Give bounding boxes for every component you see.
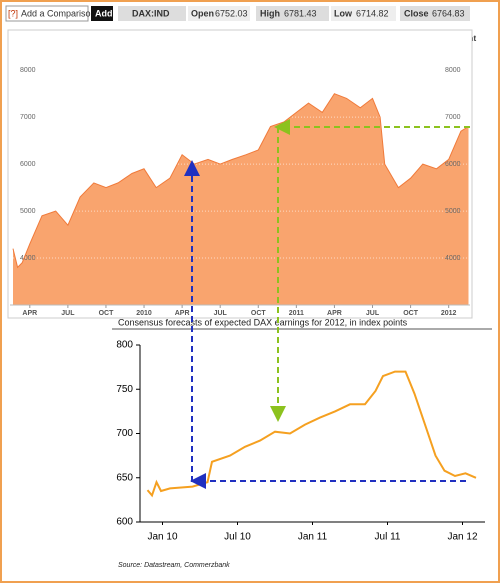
stat-label: Open bbox=[191, 8, 214, 18]
y-tick-label: 800 bbox=[116, 340, 133, 351]
compare-box[interactable] bbox=[5, 5, 89, 22]
x-tick-label: JUL bbox=[366, 310, 380, 317]
y-tick-label: 8000 bbox=[20, 67, 36, 74]
y-tick-label: 750 bbox=[116, 384, 133, 395]
y-tick-label: 600 bbox=[116, 517, 133, 528]
stat-value: 6714.82 bbox=[356, 8, 389, 18]
stat-box bbox=[256, 6, 329, 21]
annotation-arrows bbox=[184, 119, 470, 489]
stat-box bbox=[188, 6, 250, 21]
chart-title: Consensus forecasts of expected DAX earn… bbox=[118, 317, 408, 327]
x-tick-label: Jan 12 bbox=[447, 532, 477, 543]
y-tick-label: 4000 bbox=[445, 255, 461, 262]
x-tick-label: OCT bbox=[99, 310, 115, 317]
compare[interactable]: Add a Comparison bbox=[21, 8, 96, 18]
stat-box bbox=[331, 6, 396, 21]
x-tick-label: 2011 bbox=[289, 310, 304, 317]
add-button[interactable] bbox=[91, 6, 113, 21]
stat-value: 6752.03 bbox=[215, 8, 248, 18]
x-tick-label: APR bbox=[327, 310, 342, 317]
y-tick-label: 4000 bbox=[20, 255, 36, 262]
x-tick-label: APR bbox=[175, 310, 190, 317]
y-tick-label: 700 bbox=[116, 428, 133, 439]
y-tick-label: 6000 bbox=[445, 161, 461, 168]
stat-label: Low bbox=[334, 8, 353, 18]
symbol-box bbox=[118, 6, 186, 21]
x-tick-label: OCT bbox=[403, 310, 419, 317]
stat-label: High bbox=[260, 8, 280, 18]
x-tick-label: OCT bbox=[251, 310, 267, 317]
line bbox=[146, 370, 477, 498]
x-tick-label: Jan 11 bbox=[298, 532, 328, 543]
x-tick-label: Jul 11 bbox=[375, 532, 401, 543]
charts: 4000 4000 5000 5000 6000 6000 7000 7000 8000 8000… bbox=[10, 67, 485, 569]
help[interactable]: [?] bbox=[8, 8, 18, 18]
y-tick-label: 8000 bbox=[445, 67, 461, 74]
x-tick-label: Jul 10 bbox=[224, 532, 251, 543]
toolbar: [?] Add a Comparison Add DAX:IND Open 67… bbox=[5, 5, 477, 43]
y-tick-label: 6000 bbox=[20, 161, 36, 168]
x-tick-label: APR bbox=[22, 310, 37, 317]
x-tick-label: JUL bbox=[61, 310, 75, 317]
area bbox=[13, 93, 469, 305]
y-tick-label: 7000 bbox=[445, 114, 461, 121]
x-tick-label: 2010 bbox=[136, 310, 152, 317]
x-tick-label: Jan 10 bbox=[147, 532, 177, 543]
y-tick-label: 5000 bbox=[445, 208, 461, 215]
y-tick-label: 7000 bbox=[20, 114, 36, 121]
stat-value: 6781.43 bbox=[284, 8, 317, 18]
stat-value: 6764.83 bbox=[432, 8, 465, 18]
y-tick-label: 5000 bbox=[20, 208, 36, 215]
add[interactable]: Add bbox=[95, 8, 113, 18]
stat-label: Close bbox=[404, 8, 429, 18]
source: Source: Datastream, Commerzbank bbox=[118, 562, 230, 569]
symbol: DAX:IND bbox=[132, 8, 170, 18]
x-tick-label: JUL bbox=[214, 310, 228, 317]
y-tick-label: 650 bbox=[116, 472, 133, 483]
stat-box bbox=[400, 6, 470, 21]
line bbox=[12, 93, 469, 269]
x-tick-label: 2012 bbox=[441, 310, 457, 317]
